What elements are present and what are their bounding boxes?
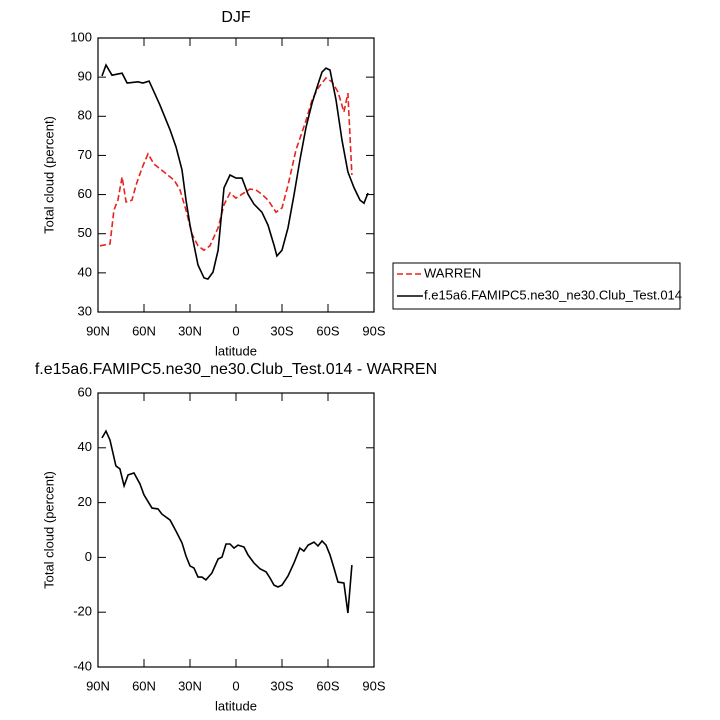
x-axis-label: latitude (215, 698, 257, 713)
data-line (101, 63, 369, 281)
x-tick-label: 90S (362, 323, 385, 338)
x-tick-label: 0 (232, 678, 239, 693)
x-axis-label: latitude (215, 343, 257, 358)
x-tick-label: 90N (86, 323, 110, 338)
y-tick-label: 70 (78, 147, 92, 162)
y-tick-label: 50 (78, 225, 92, 240)
y-tick-label: -20 (73, 604, 92, 619)
y-tick-label: 20 (78, 494, 92, 509)
plot-frame (97, 392, 375, 668)
y-axis-label: Total cloud (percent) (41, 116, 56, 234)
y-tick-label: 80 (78, 108, 92, 123)
chart-title: f.e15a6.FAMIPC5.ne30_ne30.Club_Test.014 … (35, 361, 437, 378)
x-tick-label: 60N (132, 323, 156, 338)
legend-box (392, 262, 681, 310)
x-tick-label: 30N (178, 323, 202, 338)
x-tick-label: 30S (270, 323, 293, 338)
x-tick-label: 90N (86, 678, 110, 693)
y-tick-label: 40 (78, 264, 92, 279)
x-tick-label: 30N (178, 678, 202, 693)
x-tick-label: 90S (362, 678, 385, 693)
y-tick-label: 60 (78, 384, 92, 399)
y-tick-label: 90 (78, 69, 92, 84)
data-line (99, 76, 353, 252)
y-tick-label: 60 (78, 186, 92, 201)
x-tick-label: 60S (316, 678, 339, 693)
x-tick-label: 60S (316, 323, 339, 338)
y-tick-label: 30 (78, 303, 92, 318)
x-tick-label: 60N (132, 678, 156, 693)
x-tick-label: 30S (270, 678, 293, 693)
y-tick-label: 0 (85, 549, 92, 564)
y-tick-label: 100 (70, 29, 92, 44)
plot-frame (97, 37, 375, 313)
legend-label: f.e15a6.FAMIPC5.ne30_ne30.Club_Test.014 (424, 287, 682, 302)
x-tick-label: 0 (232, 323, 239, 338)
chart-title: DJF (221, 9, 251, 26)
y-axis-label: Total cloud (percent) (41, 471, 56, 589)
y-tick-label: -40 (73, 658, 92, 673)
y-tick-label: 40 (78, 439, 92, 454)
legend-label: WARREN (424, 265, 481, 280)
data-line (101, 429, 353, 614)
legend: WARREN f.e15a6.FAMIPC5.ne30_ne30.Club_Tes… (392, 262, 682, 310)
